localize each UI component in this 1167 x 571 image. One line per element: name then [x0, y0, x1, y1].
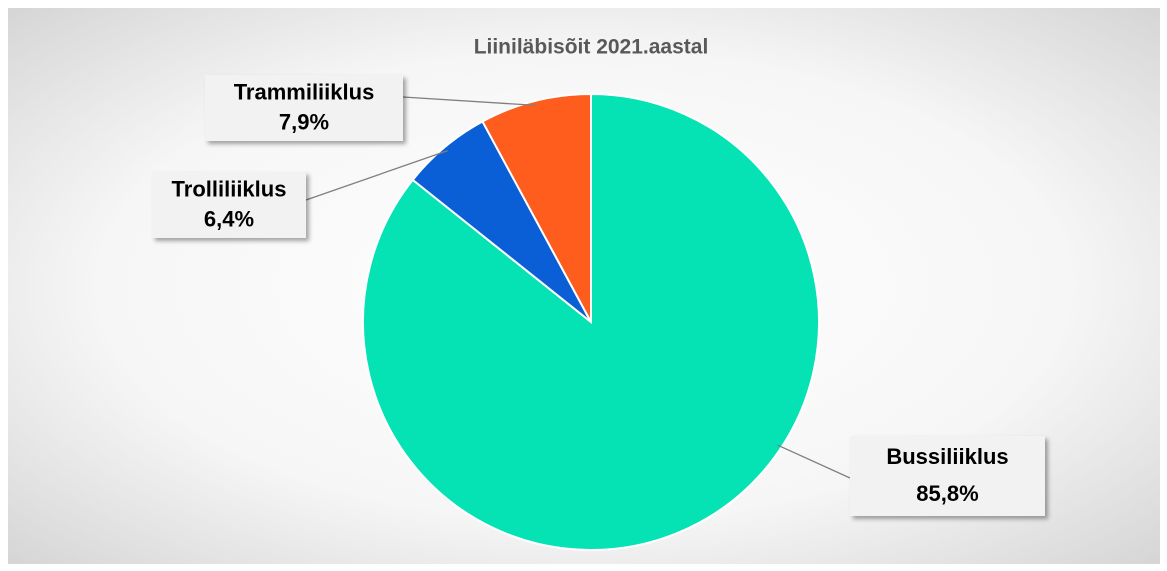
slice-label: Trolliliiklus: [172, 176, 287, 201]
value-label: 6,4%: [204, 207, 254, 232]
value-label: 85,8%: [916, 481, 978, 506]
chart-title: Liiniläbisõit 2021.aastal: [474, 36, 709, 59]
slice-label: Bussiliiklus: [886, 444, 1008, 469]
slice-label: Trammiliiklus: [234, 79, 375, 104]
value-label: 7,9%: [279, 110, 329, 135]
pie-slice: [481, 92, 592, 323]
label-box: [850, 436, 1045, 516]
leader-line: [305, 150, 448, 201]
label-box: [205, 75, 403, 141]
leader-line: [777, 444, 851, 479]
leader-line: [402, 96, 537, 107]
label-box: [152, 172, 306, 238]
